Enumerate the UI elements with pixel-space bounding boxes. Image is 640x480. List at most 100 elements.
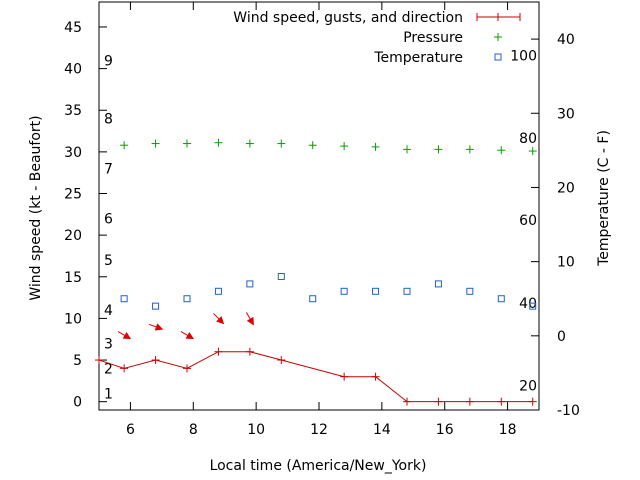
pressure-point [214, 138, 223, 147]
y-left-tick-label: 45 [64, 20, 82, 36]
wind-direction-arrows [117, 312, 254, 340]
y-left-tick-label: 20 [64, 228, 82, 244]
y-left-tick-label: 30 [64, 145, 82, 161]
x-tick-label: 14 [373, 422, 391, 438]
pressure-point [371, 142, 380, 151]
legend-label: Wind speed, gusts, and direction [233, 10, 463, 26]
pressure-point [497, 146, 506, 155]
pressure-point [403, 145, 411, 154]
x-tick-label: 18 [499, 422, 517, 438]
temperature-point [403, 287, 411, 295]
beaufort-label: 5 [104, 253, 113, 269]
wind-speed-point [214, 347, 223, 356]
y-left-tick-label: 10 [64, 311, 82, 327]
pressure-point [434, 145, 443, 154]
wind-arrow [148, 323, 164, 331]
pressure-point [120, 141, 129, 150]
temperature-point [246, 280, 254, 288]
wind-speed-point [95, 356, 103, 365]
wind-speed-point [120, 364, 129, 373]
y-right-tick-label: 30 [557, 106, 575, 122]
wind-arrow [213, 313, 225, 325]
y-left-tick-label: 5 [73, 353, 82, 369]
y-left-tick-label: 35 [64, 103, 82, 119]
fahrenheit-label: 100 [510, 48, 537, 64]
wind-arrow-head [246, 316, 254, 326]
wind-speed-point [151, 356, 160, 365]
wind-arrow [180, 331, 195, 340]
y-right-tick-label: 0 [557, 329, 566, 345]
beaufort-scale-labels: 1 2 3 4 5 6 7 8 9 [104, 53, 113, 402]
y-right-tick-label: 10 [557, 255, 575, 271]
legend: Wind speed, gusts, and direction Pressure… [233, 10, 521, 66]
wind-speed-point [277, 356, 286, 365]
temperature-point [434, 280, 442, 288]
fahrenheit-label: 60 [519, 213, 537, 229]
temperature-point [529, 302, 537, 310]
fahrenheit-label: 80 [519, 131, 537, 147]
data-series [95, 138, 537, 406]
beaufort-label: 6 [104, 211, 113, 227]
plot-frame [98, 1, 540, 411]
x-tick-label: 16 [436, 422, 454, 438]
wind-speed-point [434, 397, 443, 406]
x-tick-label: 6 [126, 422, 135, 438]
x-tick-label: 12 [310, 422, 328, 438]
beaufort-label: 3 [104, 336, 113, 352]
fahrenheit-label: 40 [519, 296, 537, 312]
legend-label: Pressure [403, 30, 463, 46]
wind-speed-point [245, 347, 254, 356]
pressure-point [245, 139, 254, 148]
pressure-point [277, 139, 286, 148]
beaufort-label: 7 [104, 162, 113, 178]
beaufort-label: 4 [104, 303, 113, 319]
wind-speed-point [528, 397, 537, 406]
wind-speed-point [183, 364, 191, 373]
fahrenheit-scale-labels: 20 40 60 80 100 [510, 48, 537, 394]
axis-ticks [99, 2, 539, 411]
temperature-point [309, 295, 317, 303]
legend-swatch [494, 53, 502, 61]
wind-arrow-head [185, 332, 195, 340]
wind-arrow [117, 331, 132, 340]
wind-speed-point [403, 397, 411, 406]
pressure-point [308, 141, 317, 150]
y-right-tick-label: -10 [557, 403, 580, 419]
temperature-point [152, 302, 160, 310]
temperature-point [120, 295, 128, 303]
beaufort-label: 9 [104, 53, 113, 69]
beaufort-label: 1 [104, 386, 113, 402]
y-axis-right-label: Temperature (C - F) [596, 130, 612, 267]
wind-arrow-head [216, 316, 225, 325]
wind-arrow-head [122, 332, 132, 340]
legend-label: Temperature [373, 50, 463, 66]
temperature-point [183, 295, 191, 303]
legend-swatch [494, 33, 502, 41]
temperature-point [466, 287, 474, 295]
beaufort-label: 8 [104, 112, 113, 128]
pressure-point [183, 139, 191, 148]
temperature-point [372, 287, 380, 295]
x-axis-label: Local time (America/New_York) [210, 458, 427, 474]
y-left-tick-label: 40 [64, 62, 82, 78]
wind-speed-line [98, 351, 533, 403]
axis-tick-labels: 6 8 10 12 14 16 18051015202530354045-100102030… [64, 20, 580, 438]
pressure-point [465, 145, 474, 154]
y-right-tick-label: 20 [557, 180, 575, 196]
x-tick-label: 10 [247, 422, 265, 438]
wind-arrow [245, 312, 254, 326]
fahrenheit-label: 20 [519, 379, 537, 395]
wind-speed-point [465, 397, 474, 406]
y-left-tick-label: 0 [73, 395, 82, 411]
temperature-point [277, 272, 285, 280]
y-left-tick-label: 25 [64, 187, 82, 203]
beaufort-label: 2 [104, 361, 113, 377]
plot-border [98, 1, 540, 411]
pressure-point [340, 142, 349, 151]
temperature-point [214, 287, 222, 295]
wind-arrow-head [154, 323, 164, 331]
legend-swatch-marker [494, 13, 502, 21]
legend-swatch [476, 13, 521, 21]
y-left-tick-label: 15 [64, 270, 82, 286]
pressure-point [151, 139, 160, 148]
